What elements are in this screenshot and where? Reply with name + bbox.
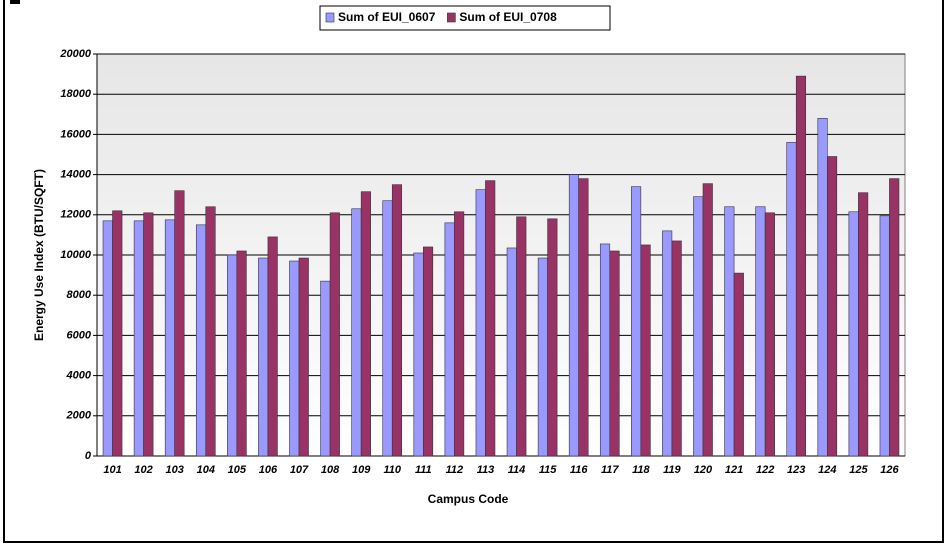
bar — [516, 216, 527, 457]
x-tick-label: 105 — [228, 464, 247, 476]
bar — [506, 247, 517, 457]
bar — [485, 180, 496, 457]
bar — [444, 222, 455, 457]
y-tick-label: 18000 — [60, 88, 91, 100]
legend-swatch — [447, 12, 456, 23]
bar — [227, 254, 238, 457]
bar — [795, 75, 807, 457]
bar — [724, 206, 735, 457]
y-axis-title: Energy Use Index (BTU/SQFT) — [32, 169, 46, 341]
x-tick-label: 118 — [632, 464, 650, 476]
x-tick-label: 101 — [103, 464, 121, 476]
x-tick-label: 111 — [415, 464, 432, 476]
bar — [454, 211, 465, 457]
bar — [858, 192, 869, 457]
bar — [391, 184, 403, 457]
bar — [320, 280, 331, 457]
bar — [413, 252, 424, 457]
bar — [764, 212, 775, 457]
bar — [537, 257, 548, 457]
bar — [568, 174, 579, 457]
bar — [382, 200, 393, 457]
bar — [351, 208, 362, 457]
bar — [174, 190, 185, 457]
legend-box — [319, 5, 611, 31]
x-tick-label: 119 — [663, 464, 681, 476]
bar — [755, 206, 766, 457]
y-tick-label: 4000 — [66, 370, 92, 382]
legend-swatch — [325, 12, 335, 23]
x-tick-label: 122 — [756, 464, 774, 476]
bar — [205, 206, 216, 457]
y-tick-label: 10000 — [60, 249, 91, 261]
x-tick-label: 125 — [849, 464, 868, 476]
y-tick-label: 16000 — [60, 128, 91, 140]
x-tick-label: 104 — [197, 464, 215, 476]
x-tick-label: 109 — [352, 464, 371, 476]
bar — [298, 257, 309, 457]
x-tick-label: 102 — [134, 464, 152, 476]
legend-label: Sum of EUI_0708 — [459, 10, 557, 24]
y-tick-label: 12000 — [60, 209, 91, 221]
y-tick-label: 8000 — [67, 289, 92, 301]
bar — [423, 246, 434, 457]
x-tick-label: 103 — [166, 464, 184, 476]
bar — [258, 257, 269, 457]
x-tick-label: 115 — [539, 464, 557, 476]
x-tick-label: 112 — [446, 464, 464, 476]
y-tick-label: 6000 — [67, 329, 92, 341]
chart-border — [3, 0, 944, 543]
bar — [102, 220, 113, 457]
bar — [640, 244, 651, 457]
bar — [547, 218, 558, 457]
y-tick-label: 20000 — [59, 48, 91, 60]
bar — [164, 219, 175, 457]
x-tick-label: 116 — [570, 464, 588, 476]
bar — [671, 240, 682, 457]
x-axis-title: Campus Code — [428, 492, 509, 506]
x-tick-label: 114 — [508, 464, 526, 476]
bar — [195, 224, 207, 457]
x-tick-label: 124 — [818, 464, 836, 476]
bar — [827, 156, 838, 457]
bar — [702, 183, 713, 457]
bar — [143, 212, 154, 457]
bar — [786, 142, 797, 457]
x-tick-label: 121 — [725, 464, 743, 476]
bar — [267, 236, 278, 457]
x-tick-label: 107 — [290, 464, 309, 476]
x-tick-label: 126 — [880, 464, 899, 476]
bar — [360, 191, 371, 457]
x-tick-label: 110 — [383, 464, 401, 476]
bar — [236, 250, 247, 457]
bar — [662, 230, 673, 457]
bar — [289, 260, 300, 457]
bar — [112, 210, 123, 457]
bar — [133, 220, 144, 457]
y-tick-label: 0 — [85, 450, 92, 462]
corner-mark — [10, 0, 20, 4]
bar — [599, 243, 611, 457]
bar — [693, 196, 704, 457]
x-tick-label: 106 — [259, 464, 278, 476]
bar — [631, 186, 642, 457]
x-tick-label: 120 — [694, 464, 713, 476]
legend-label: Sum of EUI_0607 — [338, 10, 436, 24]
bar — [879, 215, 890, 457]
bar — [475, 189, 486, 457]
x-tick-label: 123 — [787, 464, 805, 476]
y-tick-label: 14000 — [60, 169, 91, 181]
bar — [733, 272, 744, 457]
bar — [578, 178, 589, 457]
bar — [848, 211, 859, 457]
y-tick-label: 2000 — [66, 410, 92, 422]
x-tick-label: 113 — [477, 464, 495, 476]
bar — [329, 212, 340, 457]
x-tick-label: 117 — [601, 464, 619, 476]
x-tick-label: 108 — [321, 464, 340, 476]
bar — [889, 178, 900, 457]
bar — [817, 118, 828, 457]
bar — [609, 250, 620, 457]
